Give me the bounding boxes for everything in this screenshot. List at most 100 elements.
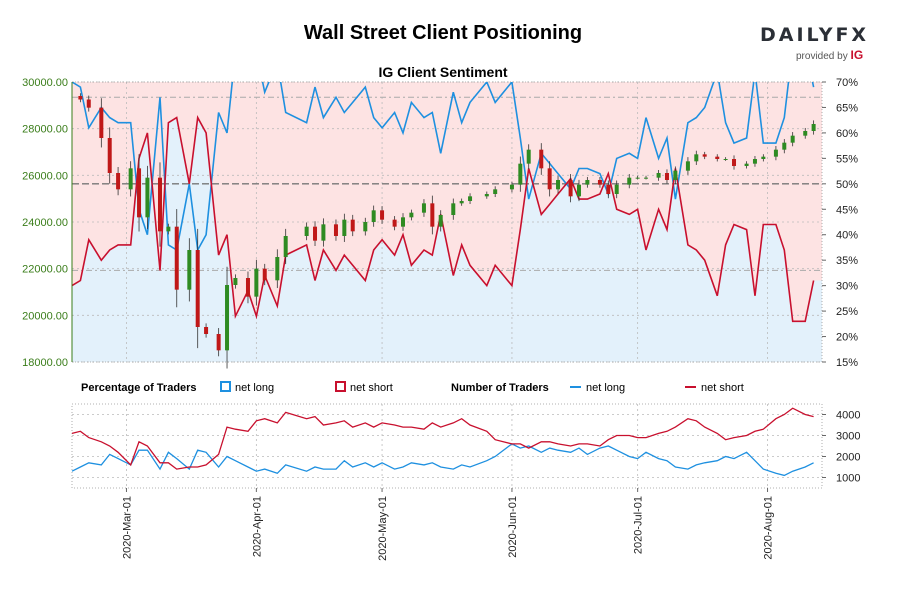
candle-body-72 xyxy=(790,135,795,143)
candle-body-15 xyxy=(216,334,221,351)
candle-body-39 xyxy=(459,201,464,204)
legend-num-short-text: net short xyxy=(701,382,744,394)
candle-body-55 xyxy=(627,177,632,185)
x-tick-1: 2020-Apr-01 xyxy=(251,496,263,557)
candle-body-4 xyxy=(107,138,112,173)
candle-body-2 xyxy=(86,99,91,108)
candle-body-22 xyxy=(283,236,288,257)
candle-body-40 xyxy=(468,196,473,201)
pct-tick-6: 45% xyxy=(836,204,858,216)
candle-body-6 xyxy=(128,168,133,190)
dailyfx-logo: DAILYFX provided by IG xyxy=(760,24,870,64)
candle-body-18 xyxy=(245,278,250,297)
candle-body-59 xyxy=(664,173,669,180)
candle-body-25 xyxy=(321,224,326,241)
candle-body-66 xyxy=(732,159,737,166)
pct-tick-3: 30% xyxy=(836,281,858,293)
candle-body-13 xyxy=(195,250,200,327)
net-long-pct-line xyxy=(72,82,815,253)
x-tick-3: 2020-Jun-01 xyxy=(507,496,519,558)
candle-body-53 xyxy=(606,184,611,194)
candle-body-21 xyxy=(275,257,280,281)
candle-body-60 xyxy=(673,170,678,180)
candle-body-46 xyxy=(539,149,544,169)
pct-tick-8: 55% xyxy=(836,153,858,165)
pct-tick-2: 25% xyxy=(836,306,858,318)
count-tick-0: 1000 xyxy=(836,473,860,485)
candle-body-52 xyxy=(597,180,602,185)
candle-body-27 xyxy=(342,219,347,236)
candle-body-32 xyxy=(392,219,397,227)
price-tick-6: 30000.00 xyxy=(22,77,68,89)
candle-body-5 xyxy=(116,173,121,190)
legend xyxy=(220,381,696,392)
candle-body-48 xyxy=(556,180,561,190)
candle-body-9 xyxy=(157,177,162,232)
candle-body-29 xyxy=(363,222,368,232)
candle-body-35 xyxy=(421,203,426,213)
legend-num-label: Number of Traders xyxy=(451,382,549,394)
candle-body-50 xyxy=(576,184,581,197)
x-tick-5: 2020-Aug-01 xyxy=(763,496,775,560)
count-tick-1: 2000 xyxy=(836,452,860,464)
price-tick-4: 26000.00 xyxy=(22,170,68,182)
candle-body-44 xyxy=(518,163,523,185)
price-tick-1: 20000.00 xyxy=(22,310,68,322)
candle-body-24 xyxy=(313,226,318,241)
page-title: Wall Street Client Positioning xyxy=(303,22,583,44)
legend-pct-short-text: net short xyxy=(350,382,393,394)
net-short-count-line xyxy=(71,407,814,470)
ig-logo: IG xyxy=(850,48,864,62)
candle-body-14 xyxy=(204,327,209,334)
net-long-area xyxy=(72,117,822,362)
candle-body-67 xyxy=(744,163,749,166)
candle-body-70 xyxy=(773,149,778,157)
candle-body-34 xyxy=(409,212,414,218)
candle-body-57 xyxy=(644,177,649,179)
price-candles xyxy=(78,93,816,369)
candle-body-49 xyxy=(568,180,573,197)
candle-body-10 xyxy=(166,226,171,232)
bottom-plot-frame xyxy=(71,403,823,489)
price-tick-3: 24000.00 xyxy=(22,217,68,229)
count-tick-3: 4000 xyxy=(836,410,860,422)
pct-tick-11: 70% xyxy=(836,77,858,89)
candle-body-64 xyxy=(715,156,720,159)
candle-body-33 xyxy=(401,217,406,227)
candle-body-17 xyxy=(233,278,238,285)
candle-body-61 xyxy=(685,161,690,171)
pct-tick-1: 20% xyxy=(836,332,858,344)
candle-body-28 xyxy=(350,219,355,232)
candle-body-51 xyxy=(585,180,590,185)
candle-body-74 xyxy=(811,124,816,131)
pct-tick-10: 65% xyxy=(836,102,858,114)
x-tick-4: 2020-Jul-01 xyxy=(633,496,645,554)
legend-pct-label: Percentage of Traders xyxy=(81,382,197,394)
candle-body-7 xyxy=(137,168,142,218)
legend-pct-long-text: net long xyxy=(235,382,274,394)
pct-tick-9: 60% xyxy=(836,128,858,140)
legend-pct-long-swatch xyxy=(220,381,231,392)
candle-body-69 xyxy=(761,156,766,159)
pct-tick-5: 40% xyxy=(836,230,858,242)
candle-body-12 xyxy=(187,250,192,290)
candle-body-41 xyxy=(484,194,489,197)
candle-body-68 xyxy=(752,159,757,164)
candle-body-3 xyxy=(99,107,104,138)
candle-body-30 xyxy=(371,210,376,222)
x-tick-0: 2020-Mar-01 xyxy=(121,496,133,559)
candle-body-19 xyxy=(254,268,259,297)
candle-body-65 xyxy=(723,159,728,160)
candle-body-23 xyxy=(304,226,309,236)
candle-body-73 xyxy=(803,131,808,136)
chart-subtitle: IG Client Sentiment xyxy=(378,64,508,80)
candle-body-56 xyxy=(635,177,640,179)
candle-body-1 xyxy=(78,96,83,100)
legend-num-long-text: net long xyxy=(586,382,625,394)
candle-body-20 xyxy=(262,268,267,281)
candle-body-71 xyxy=(782,142,787,150)
candle-body-31 xyxy=(380,210,385,220)
candle-body-45 xyxy=(526,149,531,164)
price-tick-2: 22000.00 xyxy=(22,264,68,276)
